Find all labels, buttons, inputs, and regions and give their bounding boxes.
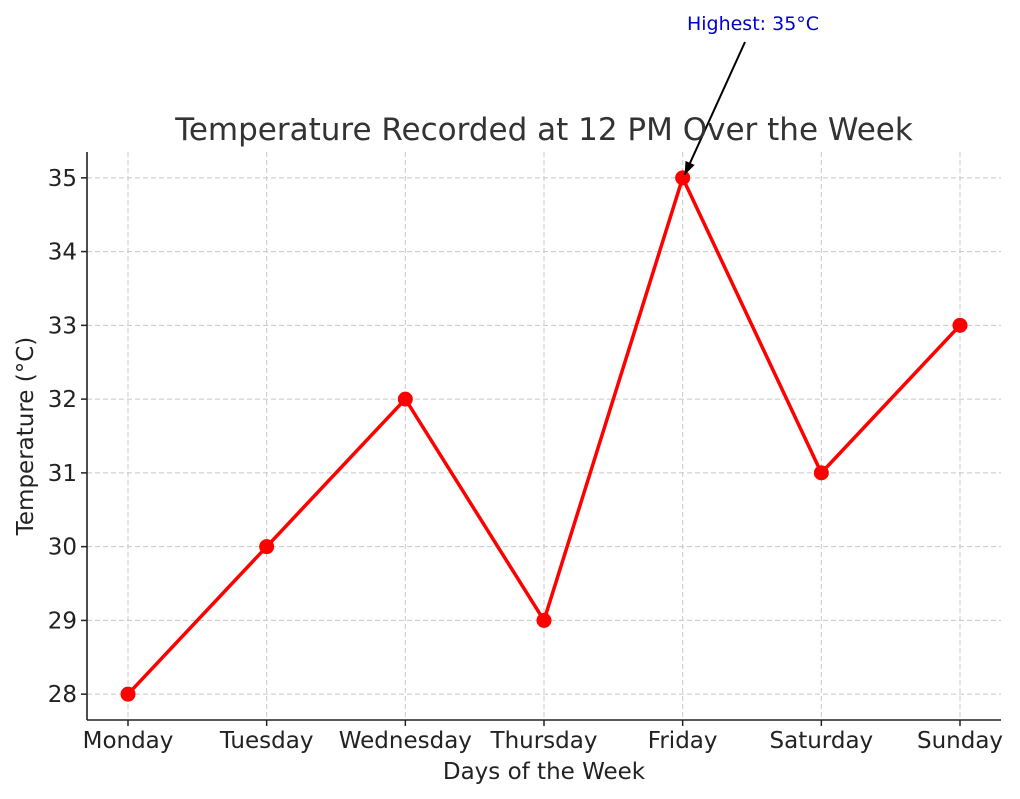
y-tick-label: 30 bbox=[48, 535, 77, 561]
data-point-monday bbox=[120, 686, 136, 702]
series bbox=[120, 170, 968, 702]
y-tick-label: 34 bbox=[48, 240, 77, 266]
data-point-wednesday bbox=[397, 391, 413, 407]
annotation-arrow bbox=[683, 41, 746, 176]
ticks: Monday Tuesday Wednesday Thursday Friday Satu… bbox=[48, 166, 1003, 754]
x-tick-label: Saturday bbox=[770, 728, 874, 754]
chart-title: Temperature Recorded at 12 PM Over the W… bbox=[174, 112, 913, 148]
data-point-thursday bbox=[536, 612, 552, 628]
x-tick-label: Monday bbox=[83, 728, 174, 754]
data-point-tuesday bbox=[259, 539, 275, 555]
x-tick-label: Friday bbox=[648, 728, 718, 754]
x-tick-label: Sunday bbox=[917, 728, 1003, 754]
y-tick-label: 31 bbox=[48, 461, 77, 487]
y-tick-label: 32 bbox=[48, 387, 77, 413]
y-axis-label: Temperature (°C) bbox=[13, 337, 39, 537]
y-tick-label: 29 bbox=[48, 608, 77, 634]
data-point-friday bbox=[675, 170, 691, 186]
y-tick-label: 33 bbox=[48, 313, 77, 339]
x-axis-label: Days of the Week bbox=[443, 759, 646, 785]
annotation: Highest: 35°C bbox=[683, 13, 819, 176]
y-tick-label: 35 bbox=[48, 166, 77, 192]
x-tick-label: Thursday bbox=[490, 728, 598, 754]
annotation-label: Highest: 35°C bbox=[687, 13, 819, 35]
x-tick-label: Wednesday bbox=[339, 728, 472, 754]
grid bbox=[87, 152, 1001, 720]
data-point-saturday bbox=[813, 465, 829, 481]
x-tick-label: Tuesday bbox=[219, 728, 314, 754]
data-point-sunday bbox=[952, 317, 968, 333]
annotation-arrowhead bbox=[684, 160, 695, 175]
y-tick-label: 28 bbox=[48, 682, 77, 708]
